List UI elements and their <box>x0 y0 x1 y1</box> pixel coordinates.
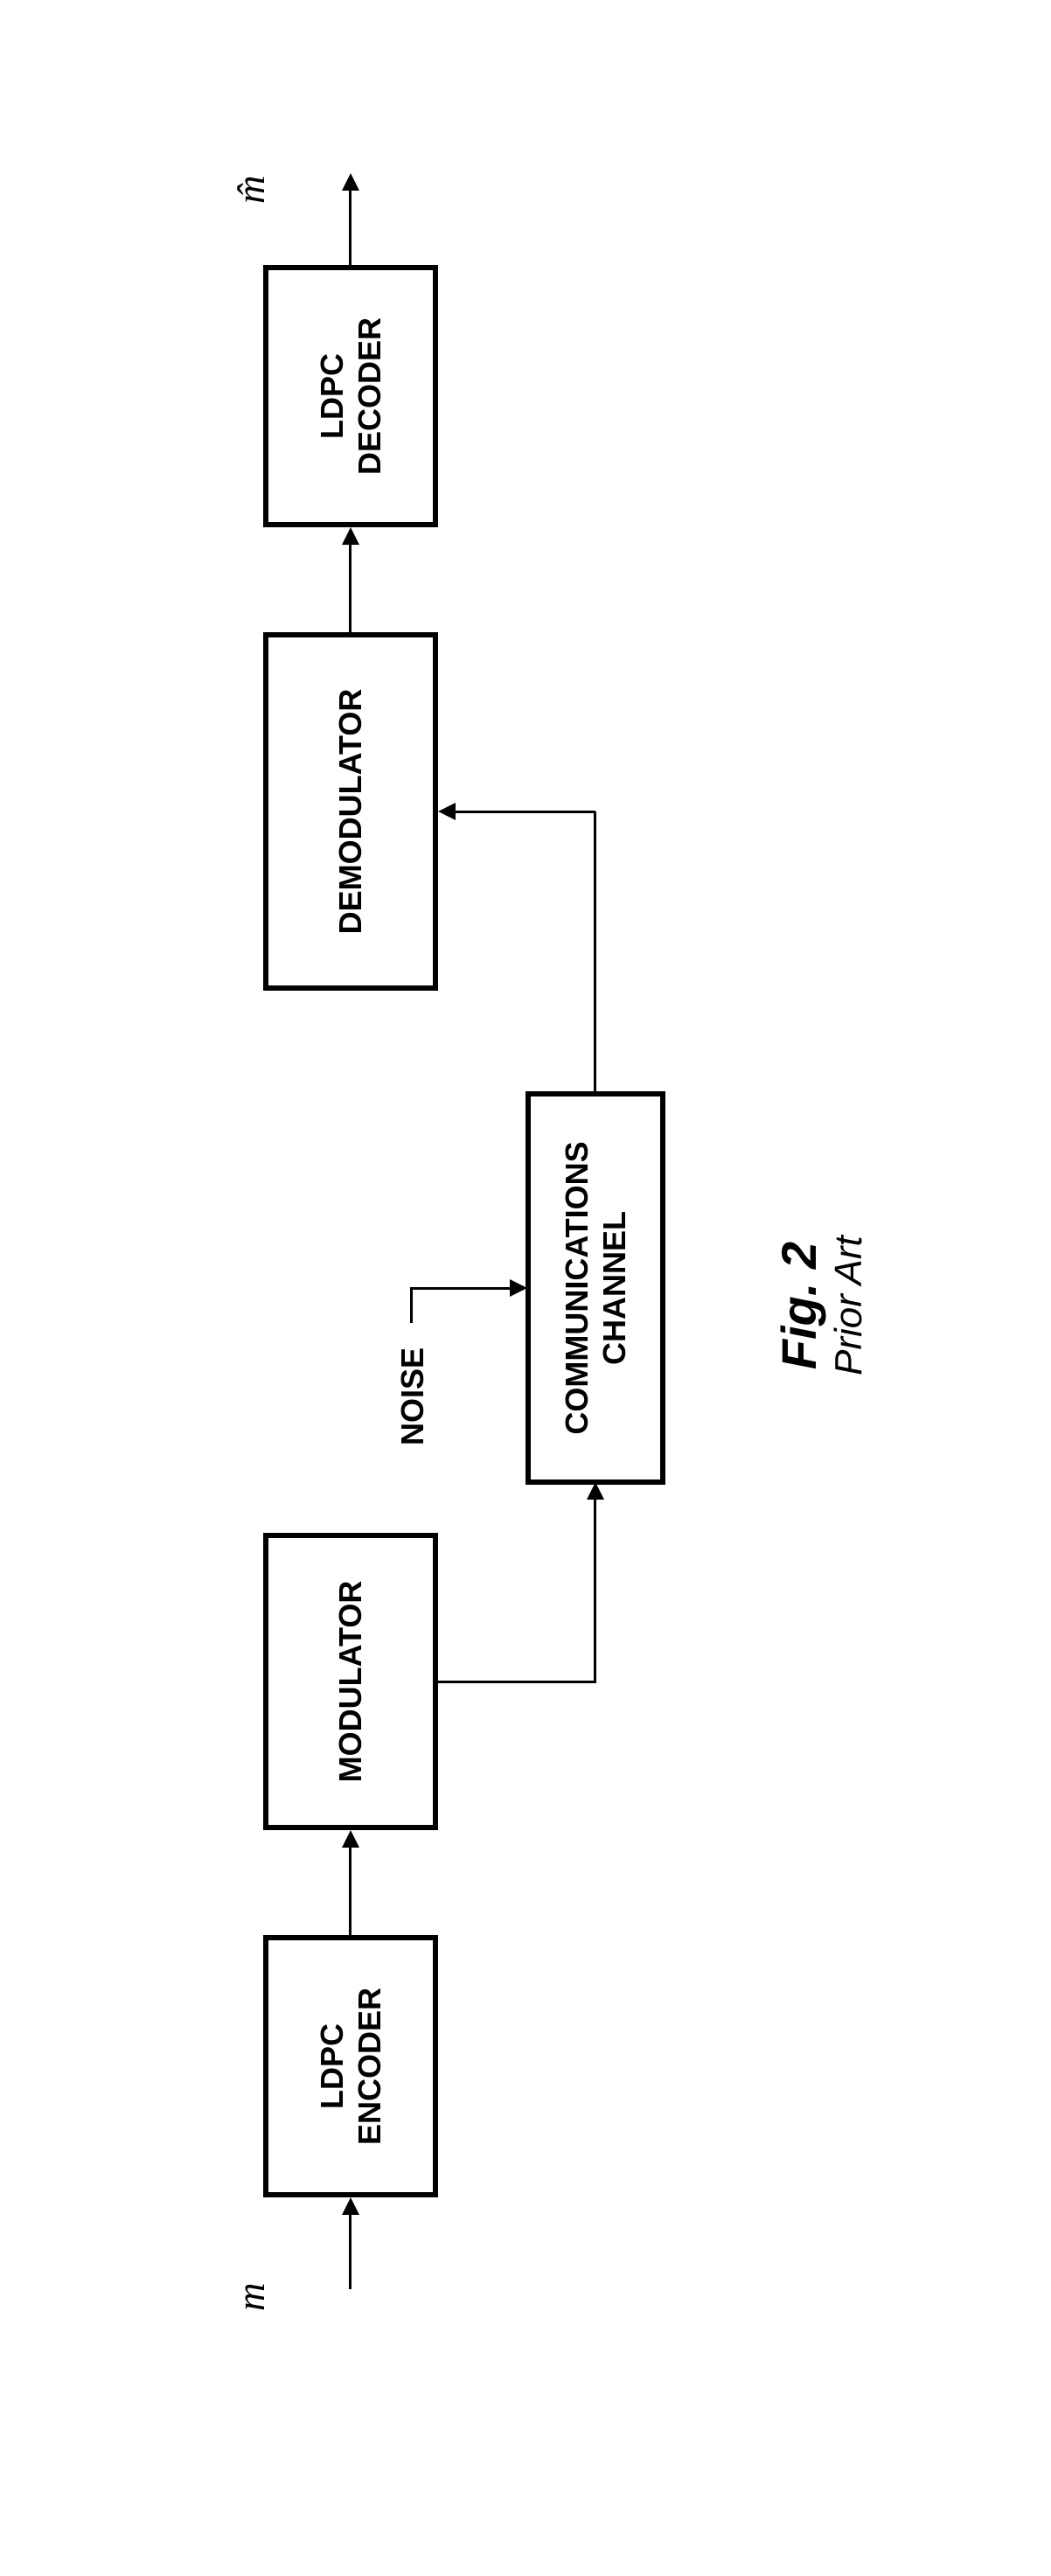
arrow-line <box>349 540 351 632</box>
block-modulator: MODULATOR <box>263 1533 438 1830</box>
arrow-head <box>342 1830 359 1848</box>
arrow-line <box>349 2210 351 2289</box>
arrow-head <box>510 1279 527 1297</box>
channel-label: COMMUNICATIONS CHANNEL <box>558 1141 633 1434</box>
decoder-label: LDPC DECODER <box>313 317 388 475</box>
output-label: m̂ <box>228 176 274 205</box>
block-encoder: LDPC ENCODER <box>263 1935 438 2197</box>
block-channel: COMMUNICATIONS CHANNEL <box>526 1091 665 1485</box>
arrow-head <box>342 2197 359 2215</box>
arrow-head <box>438 803 456 820</box>
arrow-line <box>594 811 596 1091</box>
modulator-label: MODULATOR <box>331 1581 369 1783</box>
arrow-line <box>438 1681 595 1683</box>
arrow-line <box>349 1843 351 1935</box>
arrow-line <box>454 811 595 813</box>
arrow-line <box>594 1495 596 1683</box>
figure-title: Fig. 2 <box>770 1236 827 1375</box>
input-label: m <box>228 2283 274 2312</box>
arrow-head <box>342 527 359 545</box>
encoder-label: LDPC ENCODER <box>313 1988 388 2145</box>
block-demodulator: DEMODULATOR <box>263 632 438 991</box>
arrow-line <box>349 186 351 265</box>
arrow-head <box>342 173 359 191</box>
flowchart-diagram: m LDPC ENCODER MODULATOR COMMUNICATIONS … <box>176 239 875 2337</box>
figure-subtitle: Prior Art <box>827 1236 871 1375</box>
arrow-head <box>587 1482 604 1500</box>
demodulator-label: DEMODULATOR <box>331 689 369 935</box>
noise-label: NOISE <box>394 1347 431 1445</box>
arrow-line <box>410 1288 413 1323</box>
block-decoder: LDPC DECODER <box>263 265 438 527</box>
arrow-line <box>410 1287 513 1290</box>
figure-caption: Fig. 2 Prior Art <box>770 1236 871 1375</box>
